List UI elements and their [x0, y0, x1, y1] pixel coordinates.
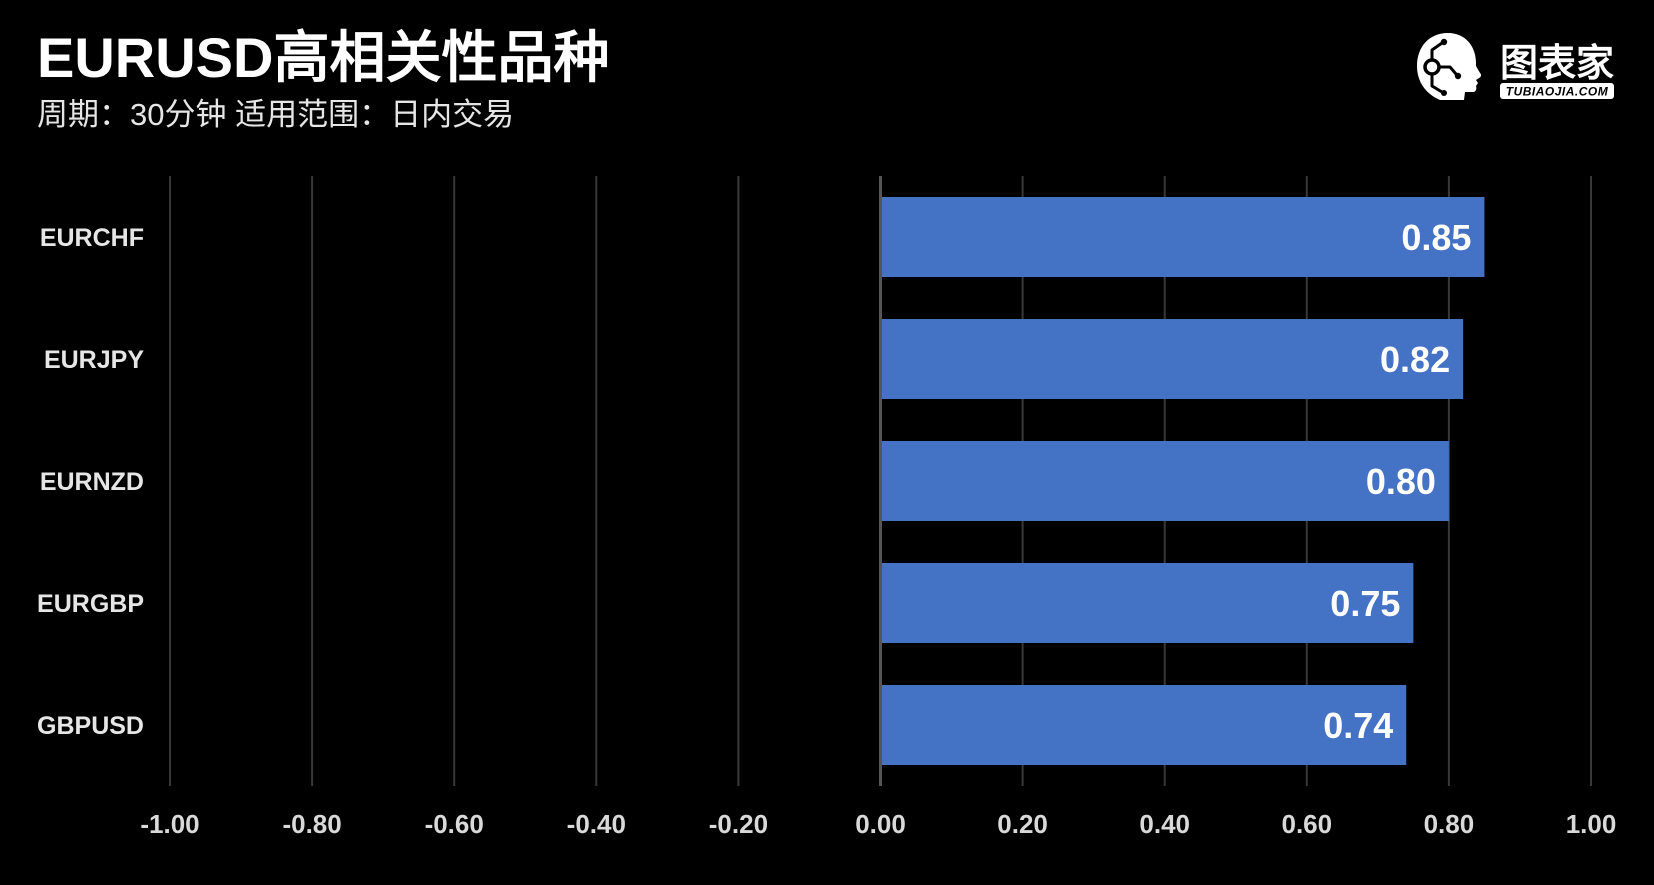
x-tick-label: 0.00	[855, 809, 906, 839]
page-subtitle: 周期：30分钟 适用范围：日内交易	[37, 97, 515, 132]
bar-eurchf	[882, 197, 1485, 277]
logo-brand-text: 图表家	[1500, 43, 1614, 85]
x-tick-label: 1.00	[1566, 809, 1617, 839]
value-label-eurgbp: 0.75	[1330, 583, 1400, 624]
bar-eurnzd	[882, 441, 1449, 521]
x-tick-labels: -1.00 -0.80 -0.60 -0.40 -0.20 0.00 0.20 0.40 0.6…	[140, 809, 1616, 839]
x-tick-label: -0.40	[567, 809, 626, 839]
tubiaojia-logo: 图表家 TUBIAOJIA.COM	[1417, 33, 1614, 100]
logo-domain-text: TUBIAOJIA.COM	[1506, 85, 1609, 99]
category-label-eurjpy: EURJPY	[44, 346, 144, 374]
logo-domain-box	[1500, 83, 1614, 99]
circuit-lines	[1423, 41, 1458, 94]
value-label-eurjpy: 0.82	[1380, 339, 1450, 380]
bars	[882, 197, 1485, 765]
x-tick-label: -0.80	[282, 809, 341, 839]
x-tick-label: 0.80	[1424, 809, 1475, 839]
value-label-eurchf: 0.85	[1401, 217, 1471, 258]
category-label-eurchf: EURCHF	[40, 224, 144, 252]
category-labels: EURCHF EURJPY EURNZD EURGBP GBPUSD	[37, 224, 144, 740]
circuit-nodes	[1440, 38, 1462, 96]
x-tick-label: -1.00	[140, 809, 199, 839]
value-labels: 0.85 0.82 0.80 0.75 0.74	[1323, 217, 1471, 746]
page-title: EURUSD高相关性品种	[37, 26, 610, 89]
head-circuit-icon	[1417, 33, 1482, 100]
value-label-eurnzd: 0.80	[1366, 461, 1436, 502]
x-tick-label: -0.60	[425, 809, 484, 839]
bar-eurgbp	[882, 563, 1414, 643]
category-label-eurnzd: EURNZD	[40, 468, 144, 496]
x-tick-label: 0.40	[1139, 809, 1190, 839]
bar-eurjpy	[882, 319, 1464, 399]
x-tick-label: -0.20	[709, 809, 768, 839]
x-tick-label: 0.60	[1281, 809, 1332, 839]
value-label-gbpusd: 0.74	[1323, 705, 1393, 746]
category-label-gbpusd: GBPUSD	[37, 712, 144, 740]
category-label-eurgbp: EURGBP	[37, 590, 144, 618]
x-tick-label: 0.20	[997, 809, 1048, 839]
bar-gbpusd	[882, 685, 1407, 765]
